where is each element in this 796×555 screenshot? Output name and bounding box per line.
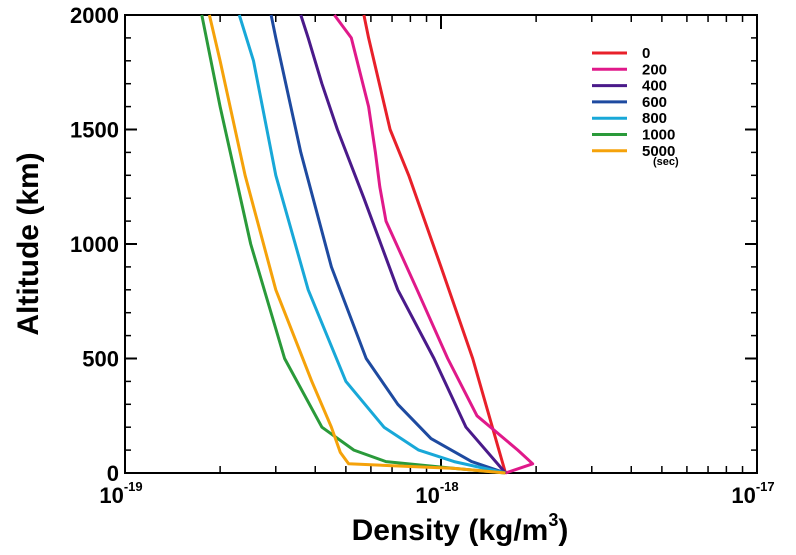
legend-label-1000: 1000 — [642, 127, 675, 144]
x-axis-title: Density (kg/m3) — [352, 510, 569, 547]
legend-label-0: 0 — [642, 45, 650, 62]
legend-label-400: 400 — [642, 78, 667, 95]
y-tick-label: 1000 — [70, 232, 119, 257]
legend-unit-label: (sec) — [653, 156, 679, 168]
series-line-1000 — [200, 14, 506, 475]
series-line-400 — [299, 14, 507, 474]
legend-label-600: 600 — [642, 94, 667, 111]
y-tick-label: 2000 — [70, 3, 119, 28]
data-series — [200, 14, 535, 475]
legend-label-200: 200 — [642, 61, 667, 78]
series-line-800 — [237, 14, 506, 475]
y-axis-title: Altitude (km) — [12, 152, 45, 335]
y-tick-label: 1500 — [70, 118, 119, 143]
x-tick-label: 10-17 — [731, 479, 774, 508]
series-line-5000 — [207, 14, 506, 475]
legend-label-5000: 5000 — [642, 143, 675, 160]
series-line-200 — [333, 14, 535, 475]
y-tick-label: 0 — [107, 461, 119, 486]
y-tick-label: 500 — [82, 347, 119, 372]
legend-label-800: 800 — [642, 110, 667, 127]
series-line-600 — [269, 14, 506, 475]
x-tick-label: 10-18 — [415, 479, 458, 508]
series-line-0 — [362, 14, 507, 474]
x-tick-label: 10-19 — [99, 479, 142, 508]
